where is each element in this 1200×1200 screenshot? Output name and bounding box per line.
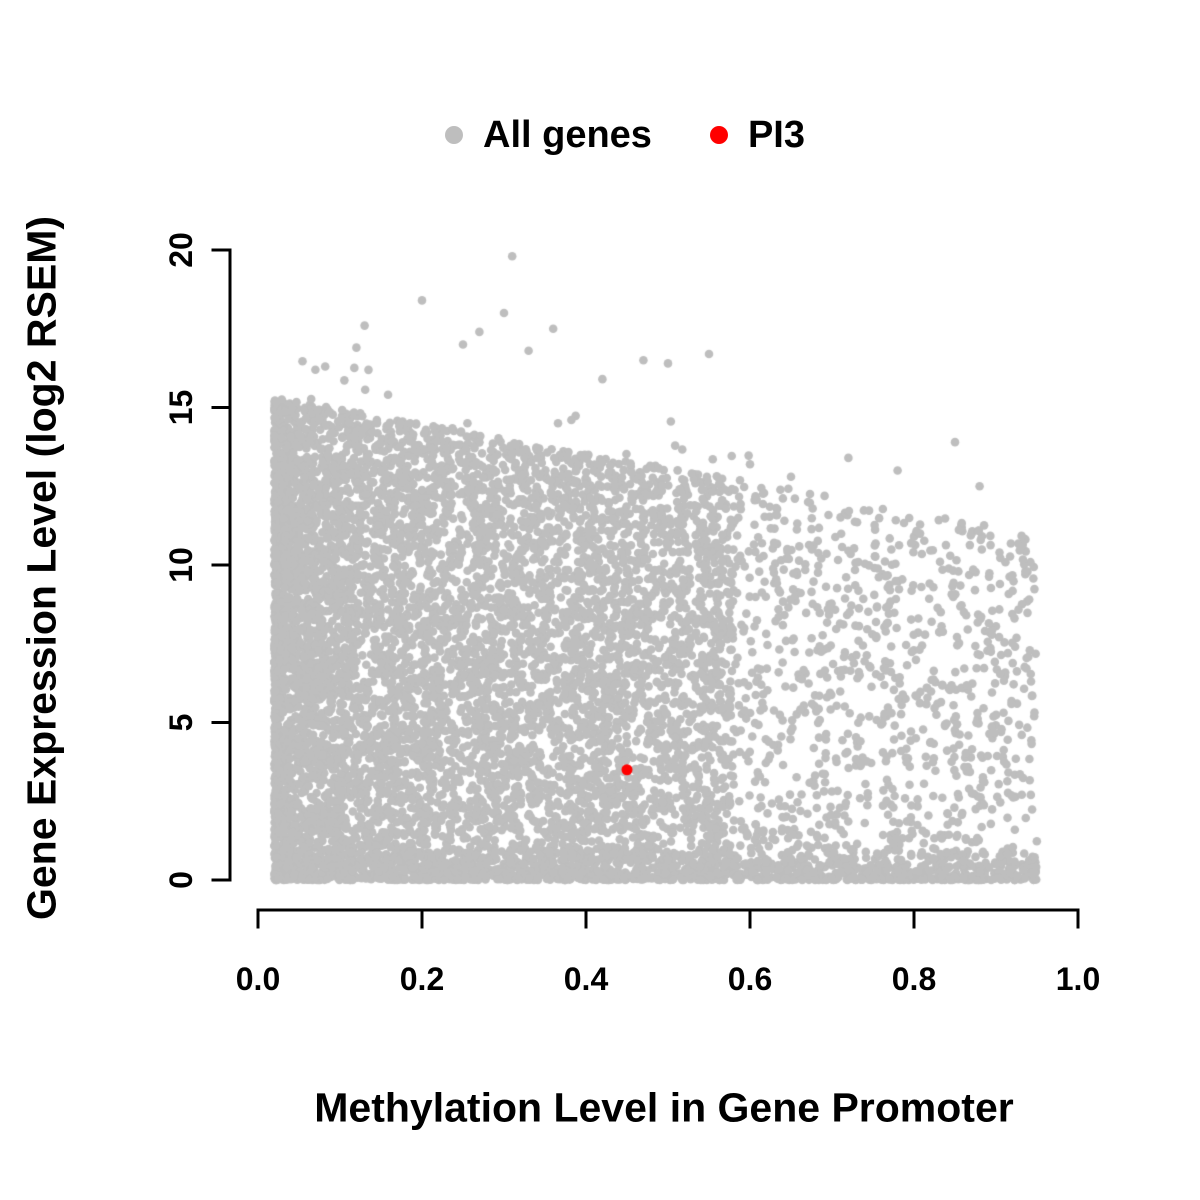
legend-dot-pi3 [709, 126, 728, 144]
chart-legend: All genes PI3 [25, 116, 1200, 154]
y-axis-title: Gene Expression Level (log2 RSEM) [18, 215, 65, 921]
legend-item-all-genes: All genes [445, 116, 652, 154]
x-tick-label: 0.8 [892, 961, 936, 997]
y-tick-label: 20 [163, 232, 199, 268]
y-tick-label: 5 [163, 714, 199, 732]
y-tick-label: 0 [163, 871, 199, 889]
x-tick-label: 0.2 [400, 961, 444, 997]
y-tick-label: 15 [163, 390, 199, 426]
legend-label-all-genes: All genes [483, 114, 652, 156]
y-tick-label: 10 [163, 547, 199, 583]
x-tick-label: 0.0 [236, 961, 280, 997]
x-tick-label: 0.4 [564, 961, 609, 997]
x-tick-label: 1.0 [1056, 961, 1100, 997]
x-axis-title: Methylation Level in Gene Promoter [314, 1084, 1014, 1131]
legend-item-pi3: PI3 [709, 114, 805, 156]
legend-label-pi3: PI3 [747, 114, 805, 156]
x-tick-label: 0.6 [728, 961, 772, 997]
legend-dot-all-genes [445, 126, 463, 144]
